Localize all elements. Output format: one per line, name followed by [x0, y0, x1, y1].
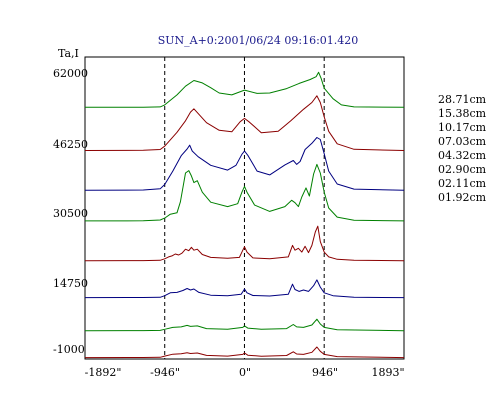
y-tick-label: 62000 [53, 67, 88, 80]
series-line-28-71cm [84, 71, 405, 108]
y-axis-label: Ta,I [58, 47, 79, 60]
series-line-07-03cm [84, 163, 405, 222]
y-tick-label: -1000 [53, 343, 85, 356]
x-tick-label: -946" [150, 366, 180, 379]
series-line-04-32cm [84, 225, 405, 262]
series-line-02-90cm [84, 279, 405, 299]
x-tick-label: 1893" [371, 366, 404, 379]
series-line-15-38cm [84, 95, 405, 151]
series-line-02-11cm [84, 318, 405, 332]
x-axis: -1892" -946" 0" 946" 1893" [85, 366, 405, 379]
vertical-markers [164, 57, 325, 359]
legend-item-15-38cm: 15.38cm [438, 107, 487, 120]
x-tick-label: -1892" [85, 366, 122, 379]
legend-item-01-92cm: 01.92cm [438, 191, 487, 204]
y-tick-label: 30500 [53, 207, 88, 220]
y-axis: 62000 46250 30500 14750 -1000 [53, 67, 88, 356]
legend-item-10-17cm: 10.17cm [438, 121, 487, 134]
series-lines [84, 71, 405, 359]
y-tick-label: 14750 [53, 277, 88, 290]
chart-title: SUN_A+0:2001/06/24 09:16:01.420 [158, 34, 359, 47]
legend-item-07-03cm: 07.03cm [438, 135, 487, 148]
series-line-01-92cm [84, 346, 405, 359]
x-tick-label: 0" [239, 366, 251, 379]
legend-item-02-11cm: 02.11cm [438, 177, 487, 190]
legend-item-02-90cm: 02.90cm [438, 163, 487, 176]
x-tick-label: 946" [312, 366, 338, 379]
legend: 28.71cm 15.38cm 10.17cm 07.03cm 04.32cm … [438, 93, 487, 204]
y-tick-label: 46250 [53, 138, 88, 151]
legend-item-28-71cm: 28.71cm [438, 93, 487, 106]
legend-item-04-32cm: 04.32cm [438, 149, 487, 162]
series-line-10-17cm [84, 137, 405, 191]
